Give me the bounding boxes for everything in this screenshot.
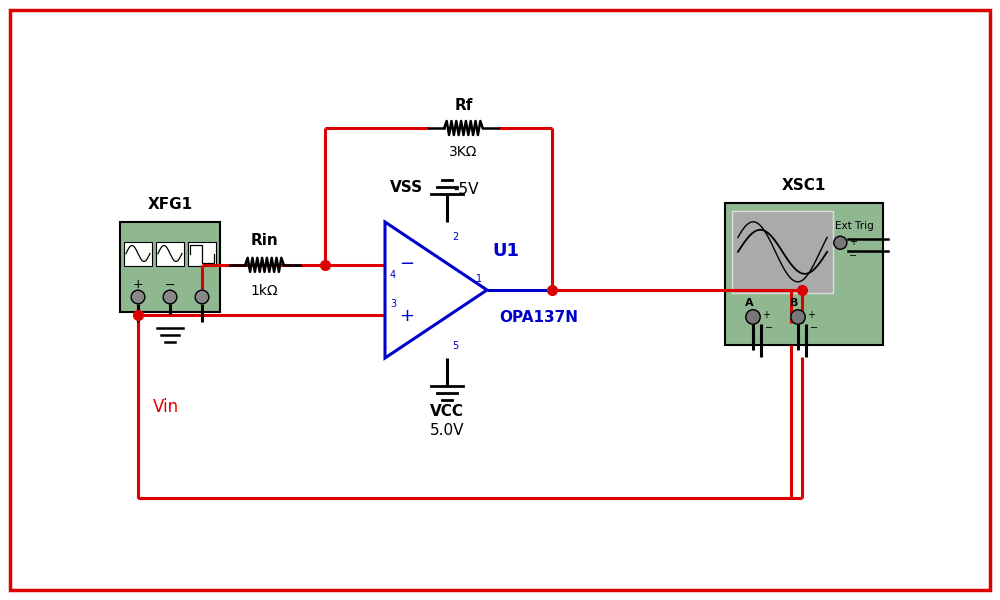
Text: VCC: VCC <box>430 404 464 419</box>
Text: −: − <box>765 323 773 333</box>
Text: XFG1: XFG1 <box>147 197 193 212</box>
Text: +: + <box>399 307 414 325</box>
Text: +: + <box>849 237 857 247</box>
Text: XSC1: XSC1 <box>782 178 826 193</box>
FancyBboxPatch shape <box>156 241 184 265</box>
Text: 3KΩ: 3KΩ <box>449 145 478 159</box>
Text: OPA137N: OPA137N <box>499 310 578 325</box>
Text: +: + <box>762 310 770 320</box>
Text: 5.0V: 5.0V <box>430 423 464 438</box>
Text: −: − <box>165 278 175 292</box>
Circle shape <box>746 310 760 324</box>
Text: 3: 3 <box>390 299 396 309</box>
Circle shape <box>131 290 145 304</box>
Text: +: + <box>133 278 143 292</box>
Text: 1: 1 <box>476 274 482 284</box>
Circle shape <box>791 310 805 324</box>
Text: +: + <box>807 310 815 320</box>
Text: A: A <box>745 298 753 308</box>
Circle shape <box>163 290 177 304</box>
Text: 5: 5 <box>452 341 458 351</box>
Text: 4: 4 <box>390 270 396 280</box>
Text: -5V: -5V <box>453 182 478 197</box>
Text: B: B <box>790 298 798 308</box>
Circle shape <box>195 290 209 304</box>
Text: 1kΩ: 1kΩ <box>251 284 278 298</box>
Text: Rin: Rin <box>251 233 278 248</box>
Text: VSS: VSS <box>390 181 423 196</box>
Text: U1: U1 <box>492 242 519 260</box>
Text: Vin: Vin <box>153 398 179 416</box>
Text: Ext Trig: Ext Trig <box>835 221 874 231</box>
FancyBboxPatch shape <box>725 203 883 345</box>
Circle shape <box>834 236 847 249</box>
Text: −: − <box>849 251 857 261</box>
FancyBboxPatch shape <box>124 241 152 265</box>
FancyBboxPatch shape <box>732 211 833 293</box>
Text: 2: 2 <box>452 232 458 242</box>
Text: Rf: Rf <box>454 98 473 113</box>
FancyBboxPatch shape <box>120 222 220 312</box>
FancyBboxPatch shape <box>188 241 216 265</box>
Text: −: − <box>810 323 818 333</box>
Text: −: − <box>399 255 414 273</box>
